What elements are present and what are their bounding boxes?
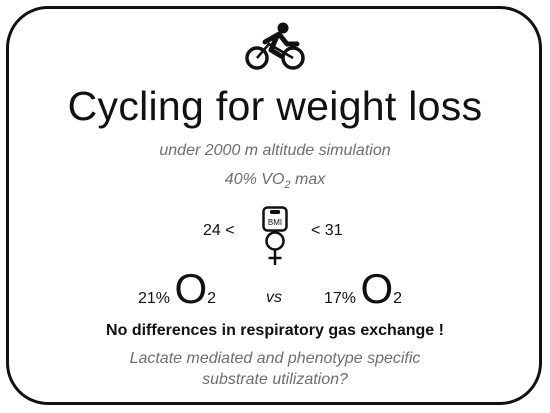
cyclist-icon [245,22,305,70]
normoxia-o-subscript: 2 [207,290,217,307]
hypoxia-percent: 17% [324,290,357,307]
female-symbol-icon [265,231,285,265]
normoxia-oxygen: 21% O2 [138,268,216,310]
intensity-subtitle: 40% VO2 max [0,171,550,191]
hypoxia-o-symbol: O [360,265,394,312]
versus-label: vs [266,289,282,306]
bmi-lower-bound: 24 < [203,222,235,239]
open-question-line-1: Lactate mediated and phenotype specific [129,350,421,367]
bmi-upper-bound: < 31 [311,222,343,239]
open-question-line-2: substrate utilization? [202,371,348,388]
card-frame [6,6,542,405]
page-title: Cycling for weight loss [67,83,483,129]
key-finding: No differences in respiratory gas exchan… [106,322,444,339]
altitude-subtitle: under 2000 m altitude simulation [159,142,391,159]
normoxia-percent: 21% [138,290,171,307]
hypoxia-oxygen: 17% O2 [324,268,402,310]
intensity-prefix: 40% VO [224,171,285,188]
bmi-scale-icon: BMI [262,206,288,232]
intensity-suffix: max [290,171,326,188]
normoxia-o-symbol: O [174,265,208,312]
intensity-subscript: 2 [284,179,291,192]
hypoxia-o-subscript: 2 [393,290,403,307]
bmi-scale-label: BMI [268,218,282,227]
